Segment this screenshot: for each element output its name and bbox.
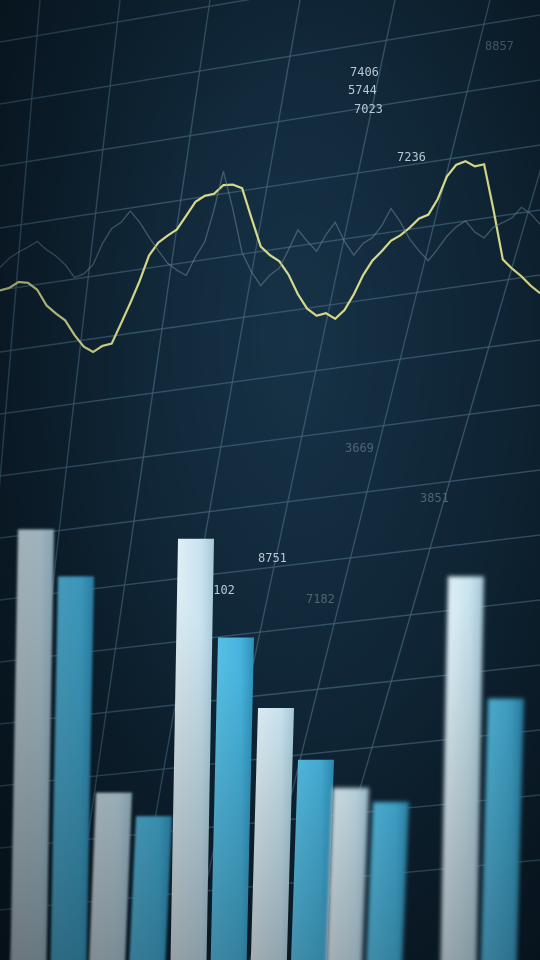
grid-line-horizontal bbox=[0, 404, 540, 477]
bar-light bbox=[250, 708, 294, 960]
grid-line-horizontal bbox=[0, 0, 251, 43]
value-label: 7182 bbox=[306, 592, 335, 606]
grid-line-horizontal bbox=[0, 209, 540, 291]
grid-line-horizontal bbox=[0, 144, 540, 229]
bar-blue bbox=[210, 637, 254, 960]
grid-line-horizontal bbox=[0, 469, 540, 539]
bar-light bbox=[170, 538, 214, 960]
bar-light bbox=[10, 529, 54, 960]
value-label: 3669 bbox=[345, 441, 374, 455]
value-label: 8857 bbox=[485, 39, 514, 53]
bar-light bbox=[89, 792, 132, 960]
value-label: 7023 bbox=[354, 102, 383, 116]
value-label: 3851 bbox=[420, 491, 449, 505]
value-label: 8751 bbox=[258, 551, 287, 565]
bar-blue bbox=[480, 698, 524, 960]
yellow-line-series bbox=[0, 159, 540, 354]
bar-blue bbox=[366, 802, 409, 960]
value-label: 5744 bbox=[348, 83, 377, 97]
bar-series bbox=[10, 529, 524, 960]
line-series bbox=[0, 159, 540, 354]
bar-blue bbox=[50, 576, 94, 960]
value-label: 7236 bbox=[397, 150, 426, 164]
grid-line-horizontal bbox=[0, 339, 540, 415]
value-label: 7406 bbox=[350, 65, 379, 79]
bar-blue bbox=[129, 816, 172, 960]
ghost-line-series bbox=[0, 171, 540, 287]
bar-light bbox=[440, 576, 484, 960]
grid-line-horizontal bbox=[0, 274, 540, 353]
